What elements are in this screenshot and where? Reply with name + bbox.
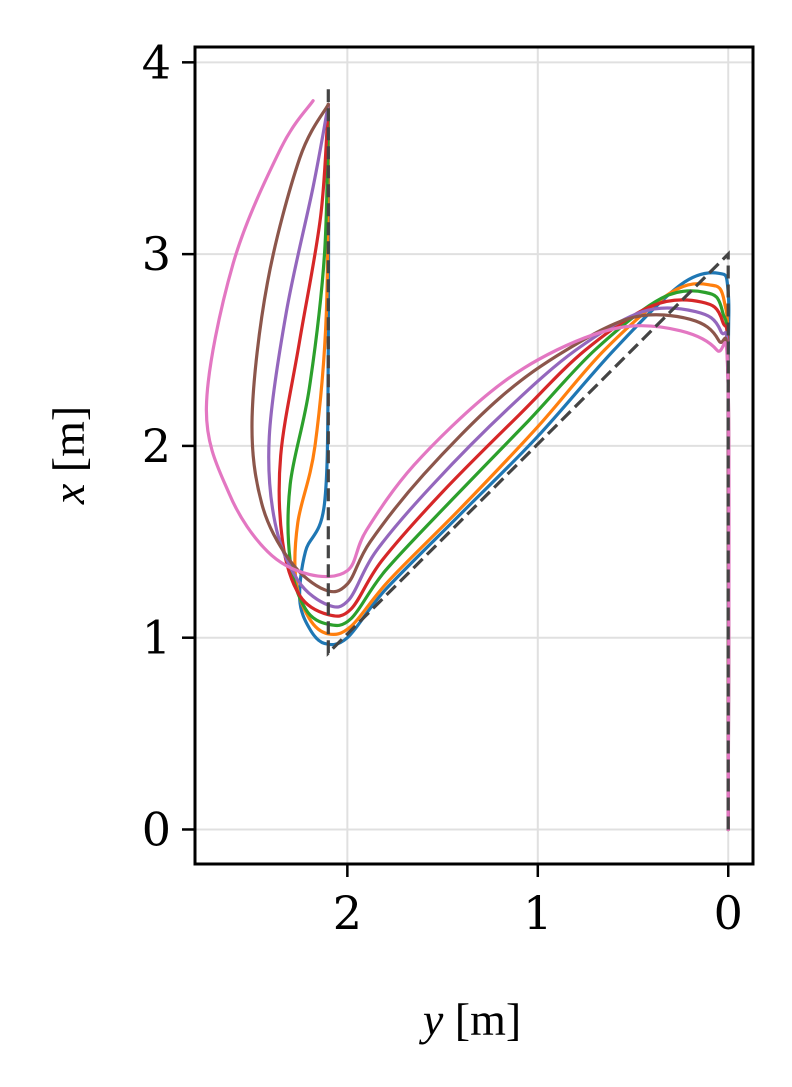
series-lines <box>204 99 731 832</box>
y-tick-label: 4 <box>142 35 171 89</box>
x-axis-label-var: y <box>419 994 444 1045</box>
reference-lines <box>326 87 730 830</box>
y-tick-label: 0 <box>142 802 171 856</box>
x-tick-label: 0 <box>714 886 743 940</box>
y-tick-label: 1 <box>142 611 171 665</box>
plot-frame <box>193 45 755 866</box>
reference-path <box>326 87 730 830</box>
series-line-7 <box>204 99 731 832</box>
x-axis-label: y [m] <box>419 994 521 1045</box>
x-axis-label-unit: [m] <box>455 994 521 1045</box>
y-axis-label: x [m] <box>43 406 94 505</box>
y-axis-label-unit: [m] <box>43 406 94 472</box>
series-line-3 <box>286 102 731 832</box>
series-line-2 <box>293 102 731 832</box>
x-tick-label: 2 <box>333 886 362 940</box>
y-axis-label-var: x <box>43 483 94 505</box>
x-tick-label: 1 <box>523 886 552 940</box>
grid <box>195 47 753 864</box>
series-line-5 <box>267 102 731 832</box>
y-tick-label: 2 <box>142 419 171 473</box>
series-line-6 <box>250 102 731 832</box>
series-line-4 <box>277 102 731 832</box>
y-tick-label: 3 <box>142 227 171 281</box>
ticks: 2 1 0 0 1 2 3 4 <box>142 35 743 940</box>
